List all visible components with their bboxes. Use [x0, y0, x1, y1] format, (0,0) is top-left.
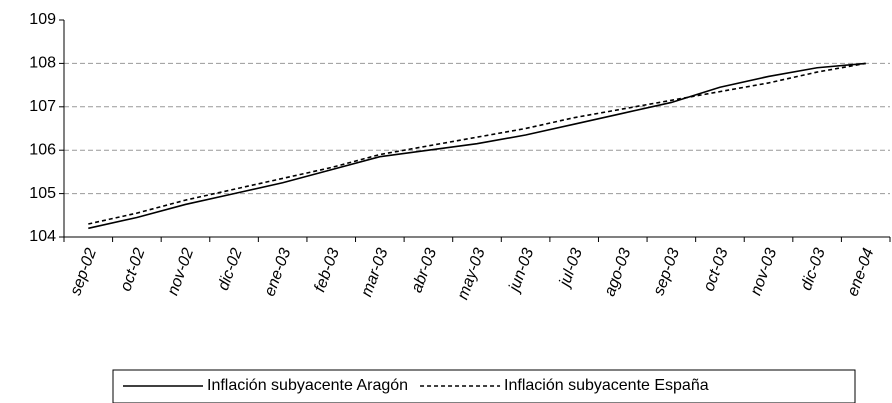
- x-tick-label: sep-03: [650, 246, 683, 298]
- x-tick-label: nov-03: [748, 246, 781, 298]
- y-tick-label: 104: [29, 228, 56, 245]
- x-tick-label: sep-02: [67, 246, 100, 298]
- y-tick-label: 109: [29, 11, 56, 28]
- x-tick-label: dic-03: [798, 246, 829, 293]
- x-tick-label: jun-03: [505, 246, 537, 296]
- x-tick-label: ago-03: [601, 246, 634, 299]
- y-tick-label: 106: [29, 141, 56, 158]
- series-line: [88, 62, 866, 230]
- legend-label: Inflación subyacente España: [504, 377, 709, 394]
- x-tick-label: ene-04: [844, 246, 877, 299]
- x-tick-label: may-03: [454, 246, 488, 302]
- x-tick-label: abr-03: [408, 246, 440, 295]
- x-tick-label: oct-03: [700, 246, 731, 294]
- x-tick-label: nov-02: [164, 246, 197, 298]
- x-tick-label: mar-03: [358, 246, 391, 299]
- x-tick-label: jul-03: [556, 246, 586, 291]
- x-tick-label: dic-02: [215, 246, 246, 293]
- x-tick-label: feb-03: [311, 246, 343, 295]
- y-tick-label: 105: [29, 185, 56, 202]
- legend-box: [112, 369, 856, 403]
- y-tick-label: 107: [29, 98, 56, 115]
- legend-label: Inflación subyacente Aragón: [207, 377, 408, 394]
- x-tick-label: ene-03: [261, 246, 294, 299]
- y-tick-label: 108: [29, 55, 56, 72]
- x-tick-label: oct-02: [117, 246, 148, 294]
- series-line: [88, 62, 866, 225]
